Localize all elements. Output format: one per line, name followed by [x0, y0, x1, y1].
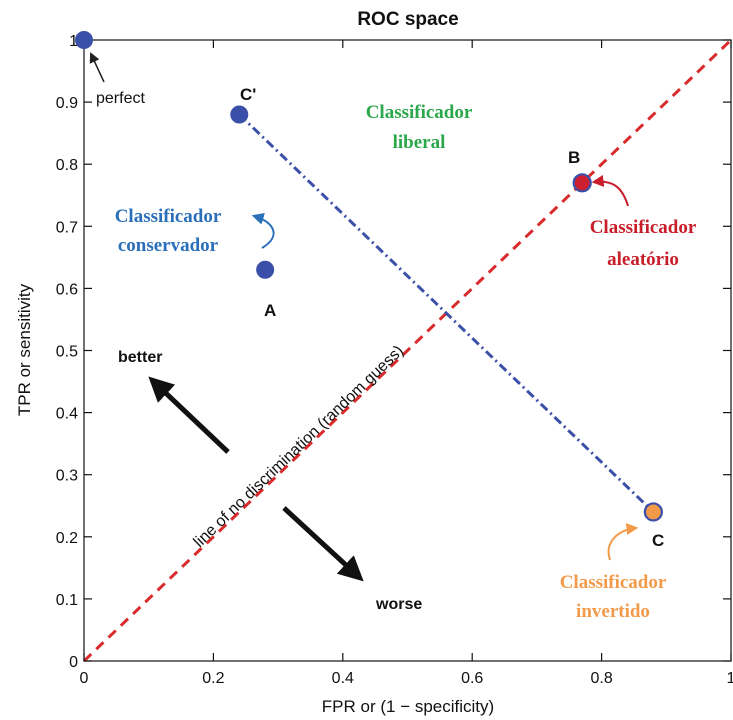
point-label-a: A: [264, 301, 276, 320]
reflection-line: [238, 113, 655, 514]
aleatorio-line1: Classificador: [590, 217, 697, 238]
x-tick-label: 0: [80, 670, 89, 687]
invertido-line1: Classificador: [560, 572, 667, 593]
y-tick-label: 0.2: [56, 530, 78, 547]
y-tick-label: 0.4: [56, 406, 78, 423]
aleatorio-arrow: [591, 174, 629, 207]
x-tick-label: 0.8: [590, 670, 612, 687]
conservador-arrow: [251, 213, 275, 249]
x-tick-label: 0.4: [332, 670, 354, 687]
invertido-arrow: [607, 523, 639, 561]
y-tick-label: 0.3: [56, 468, 78, 485]
y-tick-label: 0.5: [56, 344, 78, 361]
y-axis-ticks: 0 0.1 0.2 0.3 0.4 0.5 0.6 0.7 0.8 0.9 1: [56, 33, 731, 671]
point-b: [572, 173, 592, 193]
x-axis-ticks: 0 0.2 0.4 0.6 0.8 1: [80, 40, 733, 687]
x-tick-label: 1: [727, 670, 733, 687]
conservador-line1: Classificador: [115, 206, 222, 227]
point-c: [643, 502, 663, 522]
invertido-line2: invertido: [576, 601, 650, 622]
point-label-c: C: [652, 531, 664, 550]
better-arrow: [148, 376, 230, 454]
point-perfect: [75, 31, 93, 49]
data-points: [75, 31, 663, 522]
liberal-line1: Classificador: [366, 102, 473, 123]
liberal-line2: liberal: [393, 132, 446, 153]
y-tick-label: 0.9: [56, 95, 78, 112]
y-tick-label: 0.7: [56, 219, 78, 236]
aleatorio-line2: aleatório: [607, 249, 679, 270]
y-tick-label: 0.1: [56, 592, 78, 609]
y-tick-label: 0.6: [56, 281, 78, 298]
y-tick-label: 0: [69, 654, 78, 671]
chart-title: ROC space: [357, 9, 458, 30]
x-tick-label: 0.2: [202, 670, 224, 687]
point-a: [256, 260, 275, 279]
y-tick-label: 1: [69, 33, 78, 50]
better-label: better: [118, 349, 162, 366]
worse-arrow: [282, 506, 364, 582]
worse-label: worse: [375, 596, 422, 613]
point-label-b: B: [568, 148, 580, 167]
y-tick-label: 0.8: [56, 157, 78, 174]
point-label-c-prime: C': [240, 85, 256, 104]
perfect-arrow: [89, 52, 105, 83]
random-guess-line: [82, 38, 733, 663]
point-label-perfect: perfect: [96, 90, 145, 107]
conservador-line2: conservador: [118, 235, 219, 256]
y-axis-label: TPR or sensitivity: [15, 283, 34, 416]
point-c-prime: [230, 105, 249, 124]
x-axis-label: FPR or (1 − specificity): [322, 697, 494, 716]
x-tick-label: 0.6: [461, 670, 483, 687]
